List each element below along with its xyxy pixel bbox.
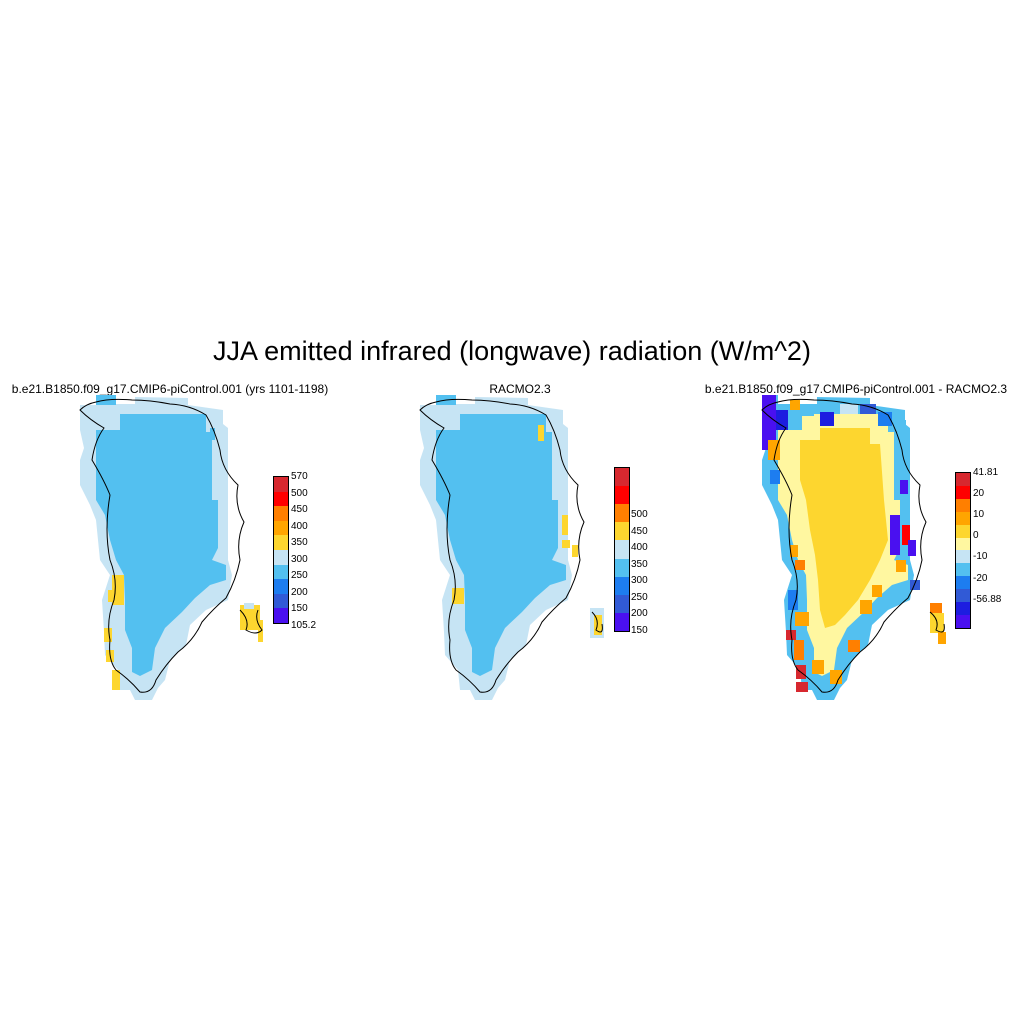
colorbar-label: 350 bbox=[631, 558, 648, 570]
colorbar-label: 570 bbox=[291, 471, 308, 482]
colorbar-segment bbox=[956, 614, 970, 628]
colorbar-label: 10 bbox=[973, 509, 985, 521]
colorbar-label: 41.81 bbox=[973, 467, 999, 478]
colorbar-segment bbox=[615, 612, 629, 631]
colorbar-label: 350 bbox=[291, 537, 308, 548]
colorbar-label: 200 bbox=[631, 608, 648, 619]
colorbar-segment bbox=[274, 535, 288, 550]
colorbar-segment bbox=[615, 576, 629, 595]
colorbar-segment bbox=[956, 602, 970, 615]
panel-racmo-title: RACMO2.3 bbox=[489, 382, 551, 396]
colorbar-segment bbox=[956, 524, 970, 538]
colorbar-segment bbox=[956, 511, 970, 525]
coastline bbox=[419, 398, 603, 693]
colorbar-segment bbox=[274, 506, 288, 521]
colorbar-label: 450 bbox=[291, 504, 308, 515]
colorbar-label: 300 bbox=[631, 575, 648, 586]
colorbar-segment bbox=[956, 563, 970, 577]
colorbar-label: 200 bbox=[291, 586, 308, 598]
colorbar-segment bbox=[956, 576, 970, 590]
figure-title: JJA emitted infrared (longwave) radiatio… bbox=[213, 336, 811, 366]
colorbar-segment bbox=[274, 520, 288, 536]
colorbar-label: -10 bbox=[973, 551, 988, 563]
difference-colorbar bbox=[955, 472, 971, 629]
colorbar-segment bbox=[615, 486, 629, 505]
colorbar-label: 150 bbox=[291, 603, 308, 614]
colorbar-segment bbox=[956, 550, 970, 564]
colorbar-label: 500 bbox=[291, 487, 308, 499]
colorbar-label: 400 bbox=[631, 542, 648, 553]
coastline bbox=[79, 398, 263, 693]
colorbar-label: -56.88 bbox=[973, 593, 1002, 605]
colorbar-segment bbox=[956, 498, 970, 512]
colorbar-label: 150 bbox=[631, 624, 648, 636]
colorbar-segment bbox=[615, 594, 629, 613]
colorbar-label: 500 bbox=[631, 509, 648, 520]
colorbar-label: 105.2 bbox=[291, 619, 317, 631]
panel-model-title: b.e21.B1850.f09_g17.CMIP6-piControl.001 … bbox=[11, 382, 329, 396]
colorbar-segment bbox=[274, 608, 288, 623]
model-colorbar bbox=[273, 476, 289, 624]
colorbar-segment bbox=[274, 549, 288, 565]
colorbar-segment bbox=[956, 537, 970, 551]
colorbar-segment bbox=[615, 504, 629, 523]
colorbar-segment bbox=[615, 558, 629, 577]
colorbar-segment bbox=[615, 522, 629, 541]
colorbar-segment bbox=[956, 589, 970, 603]
colorbar-segment bbox=[956, 473, 970, 486]
racmo-colorbar bbox=[614, 467, 630, 632]
colorbar-label: 20 bbox=[973, 488, 985, 500]
colorbar-label: -20 bbox=[973, 572, 988, 584]
colorbar-label: 250 bbox=[631, 591, 648, 603]
colorbar-segment bbox=[615, 468, 629, 487]
colorbar-label: 400 bbox=[291, 520, 308, 532]
colorbar-label: 300 bbox=[291, 553, 308, 565]
colorbar-segment bbox=[274, 491, 288, 507]
colorbar-segment bbox=[274, 477, 288, 492]
colorbar-segment bbox=[956, 485, 970, 499]
colorbar-segment bbox=[274, 593, 288, 609]
colorbar-segment bbox=[274, 579, 288, 594]
colorbar-label: 450 bbox=[631, 525, 648, 537]
colorbar-segment bbox=[615, 540, 629, 559]
colorbar-segment bbox=[274, 564, 288, 580]
difference-field bbox=[762, 395, 946, 700]
colorbar-label: 250 bbox=[291, 570, 308, 581]
coastline bbox=[761, 398, 945, 693]
colorbar-label: 0 bbox=[973, 530, 979, 542]
panel-difference-title: b.e21.B1850.f09_g17.CMIP6-piControl.001 … bbox=[704, 382, 1008, 396]
